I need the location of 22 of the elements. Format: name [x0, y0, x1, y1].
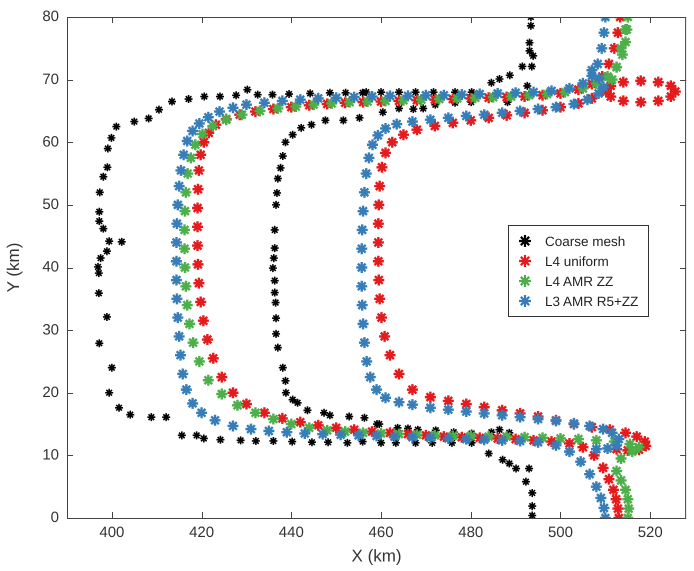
- y-tick-label: 20: [42, 384, 59, 401]
- x-tick-label: 400: [99, 524, 124, 542]
- y-tick-label: 10: [42, 446, 59, 464]
- y-axis-title: Y (km): [4, 242, 23, 292]
- y-tick-label: 0: [50, 509, 59, 526]
- x-tick-label: 500: [548, 524, 573, 542]
- y-tick-label: 50: [42, 196, 59, 214]
- x-tick-label: 420: [189, 524, 214, 542]
- x-tick-label: 440: [278, 524, 304, 542]
- legend-label: L3 AMR R5+ZZ: [545, 294, 638, 308]
- y-tick-label: 60: [42, 133, 59, 150]
- x-tick-label: 480: [458, 524, 484, 542]
- y-tick-label: 80: [42, 8, 59, 26]
- y-tick-label: 40: [42, 258, 59, 276]
- legend-label: Coarse mesh: [545, 234, 626, 248]
- x-tick-label: 520: [638, 524, 663, 542]
- x-tick-label: 460: [368, 524, 394, 542]
- y-tick-label: 30: [42, 321, 59, 338]
- y-tick-label: 70: [42, 70, 59, 88]
- legend-label: L4 uniform: [545, 254, 609, 268]
- x-axis-title: X (km): [352, 546, 402, 566]
- legend-label: L4 AMR ZZ: [545, 274, 614, 288]
